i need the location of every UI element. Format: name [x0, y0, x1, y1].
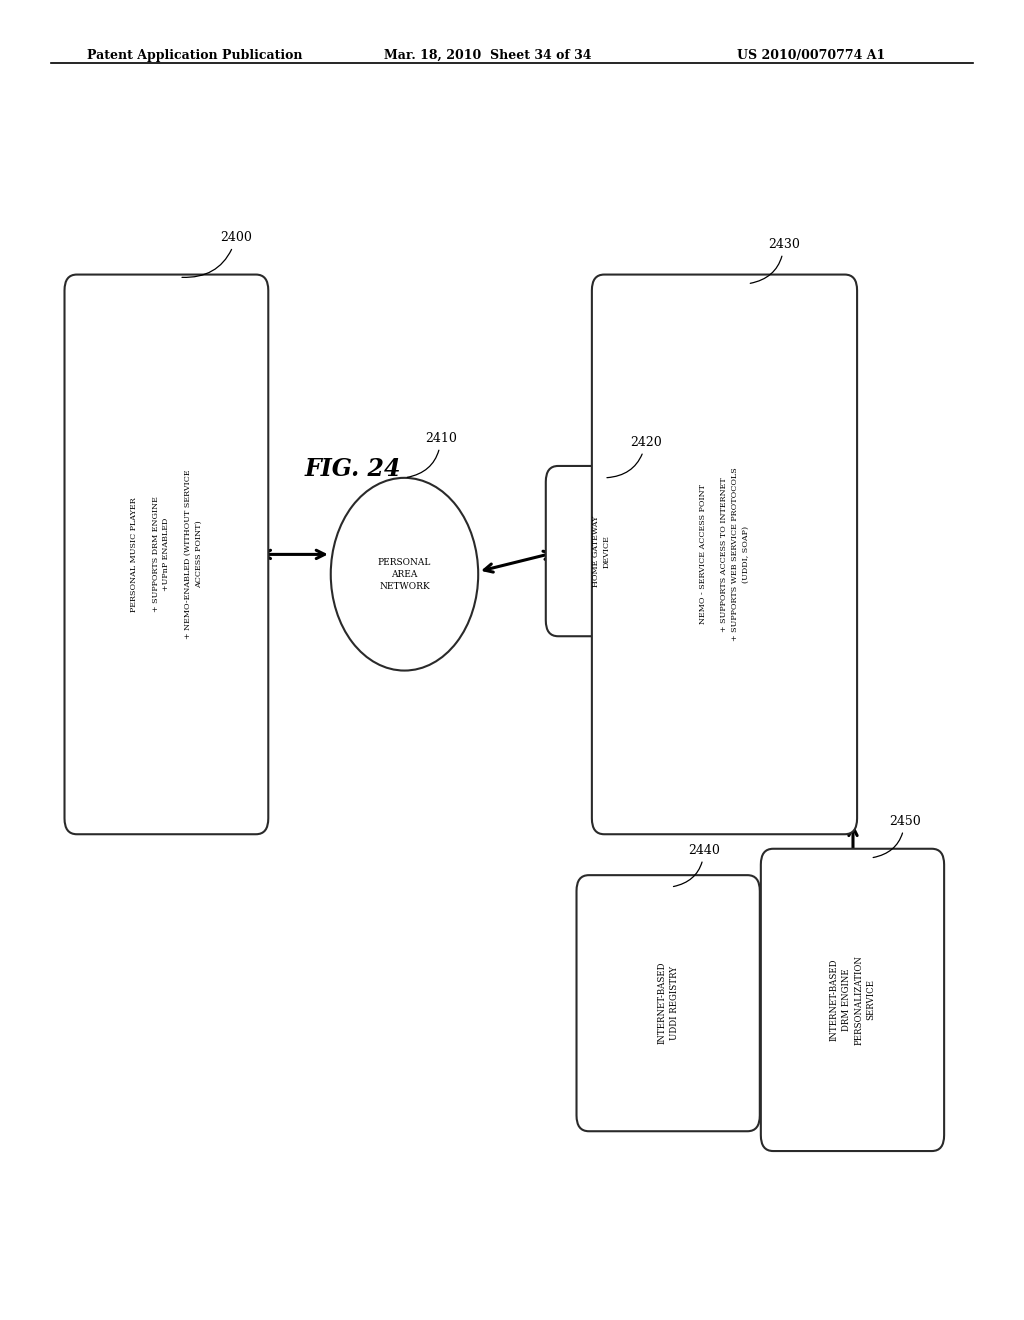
Text: FIG. 24: FIG. 24 — [305, 457, 401, 480]
FancyBboxPatch shape — [761, 849, 944, 1151]
Text: PERSONAL MUSIC PLAYER

+ SUPPORTS DRM ENGINE
+UPnP ENABLED

+ NEMO-ENABLED (WITH: PERSONAL MUSIC PLAYER + SUPPORTS DRM ENG… — [130, 470, 203, 639]
FancyBboxPatch shape — [65, 275, 268, 834]
Text: Mar. 18, 2010  Sheet 34 of 34: Mar. 18, 2010 Sheet 34 of 34 — [384, 49, 592, 62]
Text: INTERNET-BASED
DRM ENGINE
PERSONALIZATION
SERVICE: INTERNET-BASED DRM ENGINE PERSONALIZATIO… — [829, 954, 876, 1045]
FancyBboxPatch shape — [546, 466, 657, 636]
FancyBboxPatch shape — [592, 275, 857, 834]
Text: Patent Application Publication: Patent Application Publication — [87, 49, 302, 62]
Text: 2400: 2400 — [182, 231, 252, 277]
Text: INTERNET-BASED
UDDI REGISTRY: INTERNET-BASED UDDI REGISTRY — [657, 962, 679, 1044]
Text: 2410: 2410 — [408, 432, 457, 478]
Text: PERSONAL
AREA
NETWORK: PERSONAL AREA NETWORK — [378, 557, 431, 591]
Text: NEMO - SERVICE ACCESS POINT

+ SUPPORTS ACCESS TO INTERNET
+ SUPPORTS WEB SERVIC: NEMO - SERVICE ACCESS POINT + SUPPORTS A… — [699, 467, 750, 642]
Text: 2440: 2440 — [674, 843, 720, 887]
Text: HOME GATEWAY
DEVICE: HOME GATEWAY DEVICE — [592, 515, 611, 587]
FancyBboxPatch shape — [577, 875, 760, 1131]
Text: 2420: 2420 — [607, 436, 662, 478]
Text: 2430: 2430 — [751, 238, 800, 284]
Text: US 2010/0070774 A1: US 2010/0070774 A1 — [737, 49, 886, 62]
Ellipse shape — [331, 478, 478, 671]
Text: 2450: 2450 — [873, 814, 921, 858]
